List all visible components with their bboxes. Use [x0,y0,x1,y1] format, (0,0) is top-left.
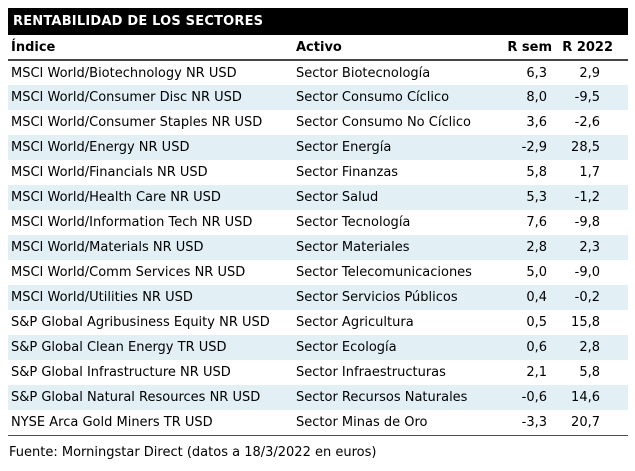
table-row: MSCI World/Information Tech NR USD Secto… [8,210,628,235]
r-2022-cell: 2,9 [579,65,600,81]
r-2022-cell: -0,2 [574,290,600,305]
table-row: S&P Global Agribusiness Equity NR USD Se… [8,310,628,335]
r-sem-cell: 8,0 [526,90,547,105]
column-header-r-sem: R sem [502,35,557,61]
indice-cell: NYSE Arca Gold Miners TR USD [8,410,293,436]
table-header-row: Índice Activo R sem R 2022 [8,35,628,61]
table-row: MSCI World/Financials NR USD Sector Fina… [8,160,628,185]
r-2022-cell: 28,5 [571,140,600,155]
r-2022-cell: 20,7 [557,410,628,436]
table-row: S&P Global Infrastructure NR USD Sector … [8,360,628,385]
activo-cell: Sector Agricultura [296,315,414,330]
table-row: MSCI World/Utilities NR USD Sector Servi… [8,285,628,310]
source-note: Fuente: Morningstar Direct (datos a 18/3… [9,444,377,460]
indice-cell: MSCI World/Information Tech NR USD [11,215,253,230]
activo-cell: Sector Finanzas [296,165,399,180]
r-2022-cell: -9,8 [574,215,600,230]
indice-cell: MSCI World/Utilities NR USD [11,290,193,305]
column-header-indice: Índice [8,35,293,61]
activo-cell: Sector Infraestructuras [296,365,446,380]
r-2022-cell: -2,6 [574,115,600,130]
activo-cell: Sector Energía [296,140,392,155]
column-header-r-2022: R 2022 [557,35,628,61]
r-sem-cell: 3,6 [526,115,547,130]
table-title: RENTABILIDAD DE LOS SECTORES [13,14,264,29]
r-sem-cell: 5,3 [526,190,547,205]
table-row: MSCI World/Comm Services NR USD Sector T… [8,260,628,285]
r-sem-cell: 2,8 [526,240,547,255]
indice-cell: S&P Global Agribusiness Equity NR USD [11,315,270,330]
indice-cell: S&P Global Natural Resources NR USD [11,390,261,405]
r-sem-cell: 6,3 [526,65,547,81]
r-2022-cell: -9,5 [574,90,600,105]
indice-cell: MSCI World/Consumer Disc NR USD [11,90,242,105]
r-2022-cell: 2,8 [579,340,600,355]
r-sem-cell: 0,4 [526,290,547,305]
r-2022-cell: 5,8 [579,365,600,380]
table-row: MSCI World/Materials NR USD Sector Mater… [8,235,628,260]
indice-cell: S&P Global Infrastructure NR USD [11,365,231,380]
activo-cell: Sector Materiales [296,240,410,255]
activo-cell: Sector Telecomunicaciones [296,265,472,280]
activo-cell: Sector Consumo Cíclico [296,90,450,105]
activo-cell: Sector Servicios Públicos [296,290,458,305]
r-sem-cell: 2,1 [526,365,547,380]
activo-cell: Sector Ecología [296,340,397,355]
r-2022-cell: 14,6 [571,390,600,405]
indice-cell: MSCI World/Materials NR USD [11,240,204,255]
r-sem-cell: -3,3 [502,410,557,436]
r-2022-cell: -9,0 [574,265,600,280]
report-table-panel: RENTABILIDAD DE LOS SECTORES Índice Acti… [8,8,628,460]
table-row: S&P Global Clean Energy TR USD Sector Ec… [8,335,628,360]
activo-cell: Sector Minas de Oro [293,410,502,436]
r-sem-cell: -2,9 [521,140,547,155]
sectors-table: Índice Activo R sem R 2022 MSCI World/Bi… [8,35,628,436]
r-sem-cell: 0,6 [526,340,547,355]
indice-cell: MSCI World/Health Care NR USD [11,190,221,205]
activo-cell: Sector Consumo No Cíclico [296,115,471,130]
column-header-activo: Activo [293,35,502,61]
table-row: MSCI World/Consumer Disc NR USD Sector C… [8,85,628,110]
r-sem-cell: 5,8 [526,165,547,180]
r-2022-cell: 15,8 [571,315,600,330]
r-sem-cell: 7,6 [526,215,547,230]
activo-cell: Sector Salud [296,190,379,205]
indice-cell: MSCI World/Biotechnology NR USD [11,65,237,81]
r-2022-cell: 2,3 [579,240,600,255]
indice-cell: MSCI World/Comm Services NR USD [11,265,246,280]
activo-cell: Sector Tecnología [296,215,411,230]
r-2022-cell: -1,2 [574,190,600,205]
r-2022-cell: 1,7 [579,165,600,180]
table-row: MSCI World/Energy NR USD Sector Energía … [8,135,628,160]
indice-cell: MSCI World/Consumer Staples NR USD [11,115,263,130]
indice-cell: MSCI World/Energy NR USD [11,140,190,155]
activo-cell: Sector Recursos Naturales [296,390,468,405]
table-row: NYSE Arca Gold Miners TR USD Sector Mina… [8,410,628,436]
table-title-bar: RENTABILIDAD DE LOS SECTORES [8,8,628,35]
indice-cell: S&P Global Clean Energy TR USD [11,340,227,355]
r-sem-cell: 0,5 [526,315,547,330]
r-sem-cell: 5,0 [526,265,547,280]
activo-cell: Sector Biotecnología [296,65,431,81]
table-row: MSCI World/Biotechnology NR USD Sector B… [8,60,628,85]
table-row: MSCI World/Consumer Staples NR USD Secto… [8,110,628,135]
table-row: S&P Global Natural Resources NR USD Sect… [8,385,628,410]
indice-cell: MSCI World/Financials NR USD [11,165,208,180]
table-row: MSCI World/Health Care NR USD Sector Sal… [8,185,628,210]
r-sem-cell: -0,6 [521,390,547,405]
